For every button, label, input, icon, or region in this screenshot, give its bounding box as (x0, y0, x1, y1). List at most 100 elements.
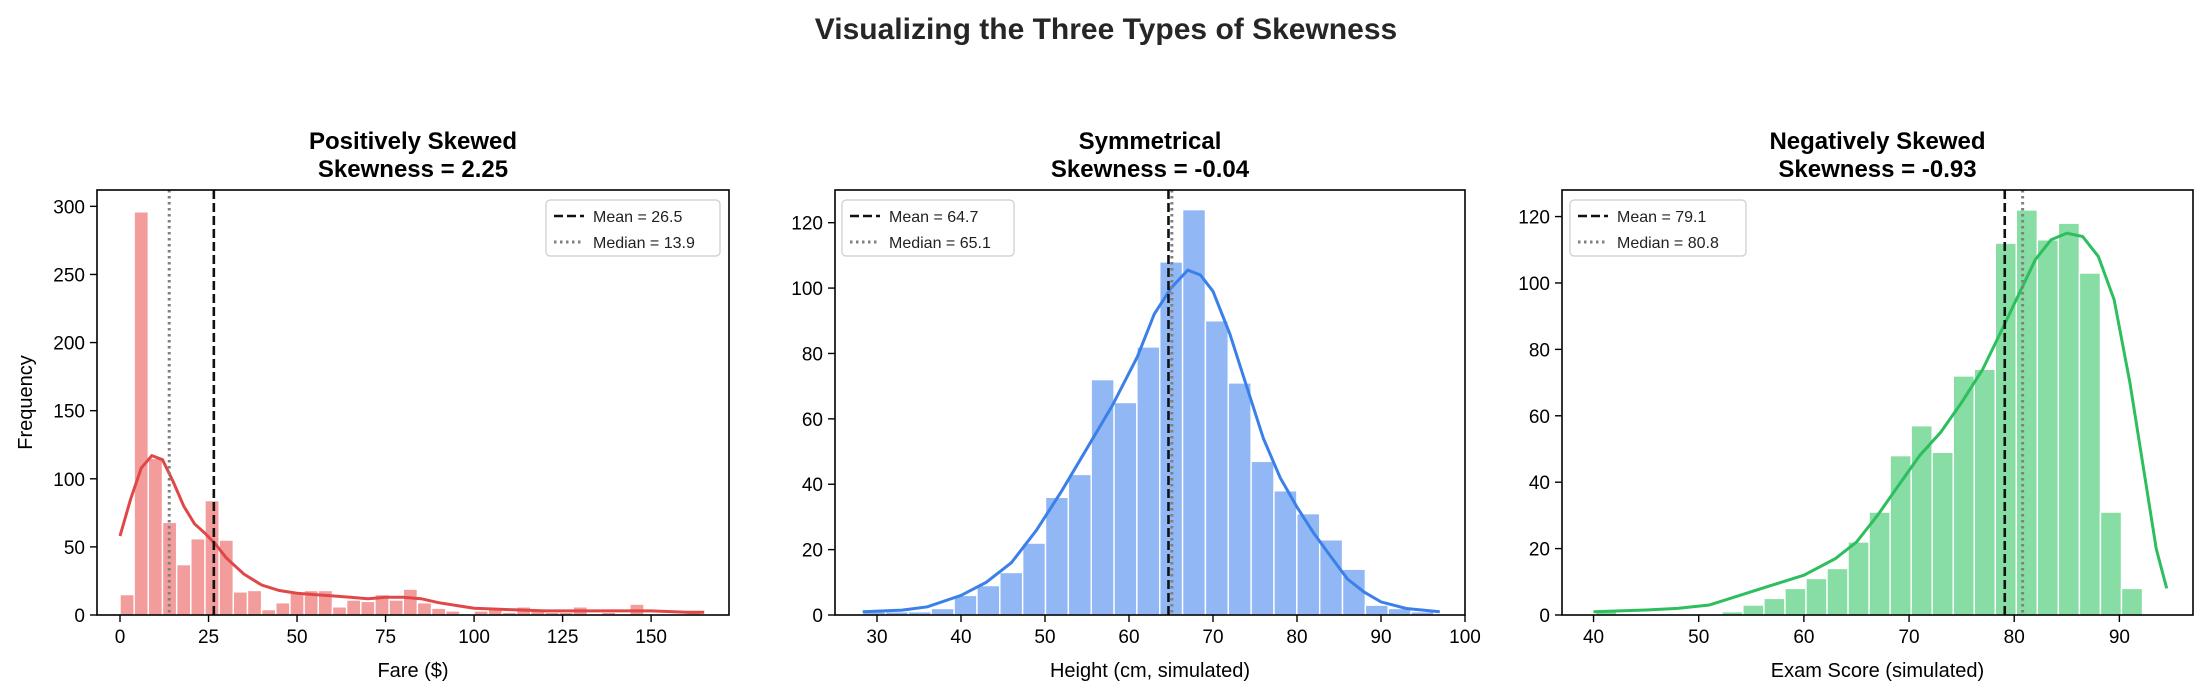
legend-box (841, 199, 1015, 257)
x-axis-label: Fare ($) (377, 660, 448, 682)
histogram-bar (976, 584, 1001, 615)
x-tick-label: 60 (1793, 627, 1814, 648)
axes-frame (1561, 189, 2194, 616)
x-tick-label: 80 (1286, 627, 1307, 648)
x-tick-label: 80 (2004, 627, 2025, 648)
y-tick-label: 60 (1529, 407, 1550, 428)
histogram-bar (133, 211, 150, 615)
histogram-bar (1868, 511, 1891, 615)
histogram-bar (331, 606, 348, 615)
y-tick-label: 100 (791, 279, 823, 300)
histogram-bar (147, 457, 164, 615)
axes-frame (834, 189, 1466, 616)
y-tick-label: 150 (53, 402, 85, 423)
legend-mean-label: Mean = 79.1 (1617, 209, 1707, 226)
histogram-bar (1889, 454, 1912, 615)
axes-frame (96, 189, 730, 616)
histogram-bar (2057, 222, 2081, 615)
histogram-bar (1784, 587, 1807, 615)
y-tick-label: 80 (802, 344, 823, 365)
x-tick-label: 25 (198, 627, 219, 648)
plot-area (862, 190, 1440, 615)
kde-curve (118, 453, 705, 614)
histogram-bar (1847, 541, 1870, 615)
y-tick-label: 20 (1529, 540, 1550, 561)
histogram-bar (999, 571, 1024, 615)
histogram-bar (1250, 460, 1275, 615)
histogram-bar (2036, 239, 2060, 615)
histogram-bar (2120, 587, 2144, 615)
y-tick-label: 0 (74, 606, 85, 627)
y-tick-label: 20 (802, 541, 823, 562)
histogram-bar (1931, 451, 1954, 615)
histogram-bar (1973, 368, 1996, 615)
histogram-bar (1763, 597, 1786, 615)
kde-curve (1593, 231, 2169, 614)
legend-median-label: Median = 65.1 (889, 235, 991, 252)
histogram-bar (260, 608, 277, 615)
histogram-bar (275, 602, 291, 615)
histogram-bar (289, 592, 305, 615)
histogram-bar (1318, 539, 1344, 615)
panel-subtitle: Skewness = 2.25 (318, 156, 508, 183)
legend-box (545, 199, 721, 257)
x-tick-label: 50 (1034, 627, 1055, 648)
histogram-bar (1090, 378, 1115, 615)
y-tick-label: 40 (802, 475, 823, 496)
histogram-bar (2099, 511, 2123, 615)
legend-median-label: Median = 13.9 (593, 235, 695, 252)
y-tick-label: 250 (53, 265, 85, 286)
legend-median-label: Median = 80.8 (1617, 235, 1719, 252)
y-tick-label: 0 (1539, 606, 1550, 627)
histogram-bar (1826, 567, 1849, 615)
legend: Mean = 26.5 Median = 13.9 (545, 199, 721, 257)
y-tick-label: 100 (53, 470, 85, 491)
x-tick-label: 70 (1202, 627, 1223, 648)
histogram-bar (246, 589, 263, 615)
x-tick-label: 125 (547, 627, 579, 648)
histogram-bar (1296, 512, 1321, 615)
x-axis-label: Height (cm, simulated) (1050, 660, 1250, 682)
legend: Mean = 79.1 Median = 80.8 (1569, 199, 1747, 257)
panel-title: Symmetrical (1079, 128, 1222, 155)
histogram-bar (175, 563, 192, 615)
y-tick-label: 0 (812, 606, 823, 627)
histogram-bar (1136, 346, 1161, 615)
panel-title: Negatively Skewed (1769, 128, 1985, 155)
histogram-bar (1021, 542, 1047, 615)
histogram-bar (388, 599, 404, 615)
plot-area (118, 190, 705, 615)
histogram-bar (402, 588, 419, 615)
x-tick-label: 100 (458, 627, 490, 648)
histogram-bar (953, 594, 978, 615)
legend-mean-label: Mean = 26.5 (593, 209, 683, 226)
histogram-bar (119, 593, 135, 615)
y-tick-label: 40 (1529, 473, 1550, 494)
y-axis-label: Frequency (15, 355, 37, 450)
histogram-bar (2078, 272, 2102, 615)
y-tick-label: 120 (1518, 208, 1550, 229)
y-tick-label: 200 (53, 334, 85, 355)
histogram-bar (1742, 604, 1765, 615)
x-tick-label: 40 (1583, 627, 1604, 648)
histogram-bar (2015, 209, 2039, 615)
x-tick-label: 40 (950, 627, 971, 648)
histogram-bar (1113, 401, 1138, 615)
x-tick-label: 0 (115, 627, 126, 648)
y-tick-label: 80 (1529, 340, 1550, 361)
histogram-bar (190, 538, 206, 615)
panel-subtitle: Skewness = -0.93 (1778, 156, 1976, 183)
histogram-bar (930, 607, 955, 615)
histogram-bar (1273, 490, 1298, 615)
legend-mean-label: Mean = 64.7 (889, 209, 979, 226)
histogram-bar (416, 602, 433, 615)
histogram-bar (1364, 604, 1389, 615)
x-tick-label: 60 (1118, 627, 1139, 648)
histogram-bar (1805, 577, 1828, 615)
x-tick-label: 150 (635, 627, 667, 648)
